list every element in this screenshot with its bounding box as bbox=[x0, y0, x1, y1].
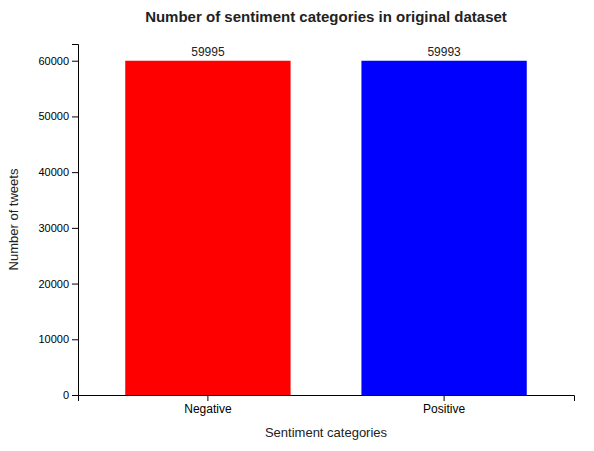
tick-label: 40000 bbox=[38, 166, 69, 178]
y-axis: 0 10000 20000 30000 40000 50000 60000 bbox=[38, 45, 78, 402]
tick: 60000 bbox=[38, 55, 78, 67]
x-axis-title: Sentiment categories bbox=[265, 425, 388, 440]
axis-line bbox=[72, 45, 79, 396]
tick: 30000 bbox=[38, 222, 78, 234]
axis-line bbox=[79, 396, 575, 402]
y-axis-title: Number of tweets bbox=[6, 168, 21, 270]
tick-mark bbox=[444, 395, 445, 401]
tick-mark bbox=[72, 339, 78, 340]
title: Number of sentiment categories in origin… bbox=[145, 8, 507, 25]
tick-mark bbox=[72, 284, 78, 285]
tick: 10000 bbox=[38, 333, 78, 345]
tick-mark bbox=[72, 395, 78, 396]
tick-label: 10000 bbox=[38, 333, 69, 345]
tick-label: 20000 bbox=[38, 278, 69, 290]
tick: 0 bbox=[63, 389, 78, 401]
bar bbox=[361, 61, 526, 395]
tick: Positive bbox=[423, 395, 465, 416]
data-label: 59993 bbox=[427, 45, 461, 59]
data-labels: 59995 59993 bbox=[191, 45, 461, 59]
tick-mark bbox=[72, 61, 78, 62]
data-label: 59995 bbox=[191, 45, 225, 59]
tick-mark bbox=[72, 228, 78, 229]
plot-area: Negative Positive 0 10000 20000 30000 40000 500… bbox=[38, 45, 574, 416]
tick: 20000 bbox=[38, 278, 78, 290]
tick-label: Positive bbox=[423, 402, 465, 416]
bar bbox=[125, 61, 290, 395]
x-axis: Negative Positive bbox=[79, 395, 575, 416]
tick-mark bbox=[72, 172, 78, 173]
tick: Negative bbox=[184, 395, 232, 416]
tick: 40000 bbox=[38, 166, 78, 178]
chart-svg: Negative Positive 0 10000 20000 30000 40000 500… bbox=[0, 0, 594, 451]
tick-mark bbox=[207, 395, 208, 401]
tick-label: Negative bbox=[184, 402, 232, 416]
tick-label: 30000 bbox=[38, 222, 69, 234]
tick-label: 50000 bbox=[38, 110, 69, 122]
bars bbox=[125, 61, 527, 395]
tick-mark bbox=[72, 116, 78, 117]
tick: 50000 bbox=[38, 110, 78, 122]
tick-label: 0 bbox=[63, 389, 69, 401]
tick-label: 60000 bbox=[38, 55, 69, 67]
